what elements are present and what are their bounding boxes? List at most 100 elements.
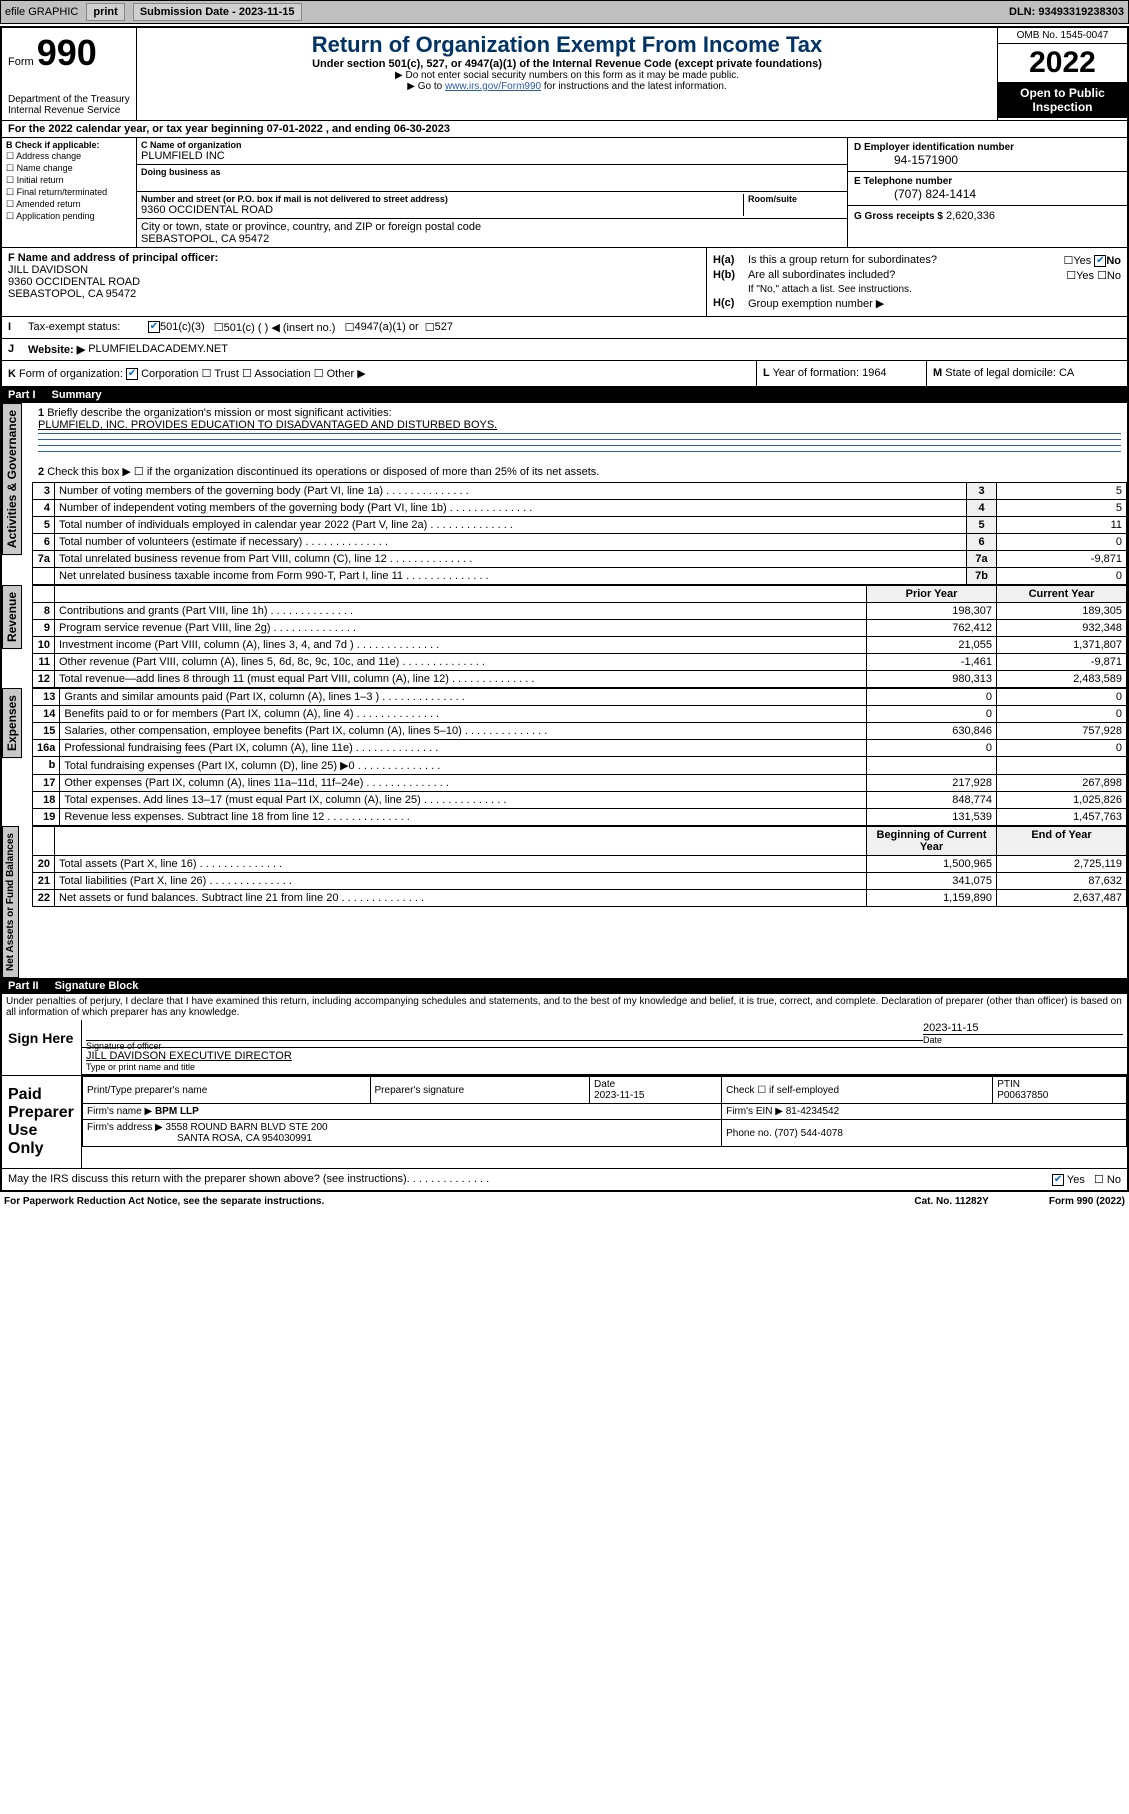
col-c: C Name of organization PLUMFIELD INC Doi… — [137, 138, 847, 247]
line-2: 2 Check this box ▶ ☐ if the organization… — [32, 461, 1127, 482]
dept-irs: Internal Revenue Service — [8, 105, 130, 116]
city-label: City or town, state or province, country… — [141, 221, 843, 233]
vtab-net-assets: Net Assets or Fund Balances — [2, 826, 19, 978]
chk-pending[interactable]: ☐ Application pending — [6, 211, 132, 222]
section-f-h: F Name and address of principal officer:… — [2, 248, 1127, 317]
open-public: Open to Public Inspection — [998, 82, 1127, 118]
part-2-header: Part II Signature Block — [2, 978, 1127, 994]
firm-addr1: 3558 ROUND BARN BLVD STE 200 — [166, 1122, 328, 1133]
rev-table: Prior YearCurrent Year 8Contributions an… — [32, 585, 1127, 688]
preparer-table: Print/Type preparer's name Preparer's si… — [82, 1076, 1127, 1147]
governance-section: Activities & Governance 1 Briefly descri… — [2, 403, 1127, 585]
chk-initial[interactable]: ☐ Initial return — [6, 175, 132, 186]
part-1-title: Summary — [44, 389, 102, 401]
hc-text: Group exemption number ▶ — [748, 297, 884, 310]
chk-final[interactable]: ☐ Final return/terminated — [6, 187, 132, 198]
table-row: 19Revenue less expenses. Subtract line 1… — [33, 809, 1127, 826]
header-center: Return of Organization Exempt From Incom… — [137, 28, 997, 120]
col-end: End of Year — [997, 827, 1127, 856]
tax-year: 2022 — [998, 44, 1127, 82]
officer-box: F Name and address of principal officer:… — [2, 248, 707, 316]
gross-label: G Gross receipts $ — [854, 211, 943, 222]
table-row: 7aTotal unrelated business revenue from … — [33, 551, 1127, 568]
table-row: 5Total number of individuals employed in… — [33, 517, 1127, 534]
part-2-label: Part II — [8, 980, 47, 992]
note2-pre: ▶ Go to — [407, 81, 445, 92]
prep-date: 2023-11-15 — [594, 1090, 644, 1101]
col-b: B Check if applicable: ☐ Address change … — [2, 138, 137, 247]
table-row: 10Investment income (Part VIII, column (… — [33, 637, 1127, 654]
footer-mid: Cat. No. 11282Y — [914, 1196, 988, 1207]
room-label: Room/suite — [748, 194, 843, 204]
form-number: 990 — [37, 32, 97, 73]
mission-a: PLUMFIELD, INC. PROVIDES EDUCATION TO DI… — [38, 419, 497, 431]
state-domicile: CA — [1059, 367, 1074, 379]
table-row: 14Benefits paid to or for members (Part … — [33, 706, 1127, 723]
k-box: K Form of organization: Corporation ☐ Tr… — [2, 361, 757, 386]
l-box: L Year of formation: 1964 — [757, 361, 927, 386]
submission-date: Submission Date - 2023-11-15 — [133, 3, 302, 21]
irs-discuss-text: May the IRS discuss this return with the… — [8, 1173, 407, 1186]
revenue-section: Revenue Prior YearCurrent Year 8Contribu… — [2, 585, 1127, 688]
penalties-text: Under penalties of perjury, I declare th… — [2, 994, 1127, 1020]
chk-address[interactable]: ☐ Address change — [6, 151, 132, 162]
header-right: OMB No. 1545-0047 2022 Open to Public In… — [997, 28, 1127, 120]
net-assets-section: Net Assets or Fund Balances Beginning of… — [2, 826, 1127, 978]
gross-box: G Gross receipts $ 2,620,336 — [848, 206, 1127, 226]
dba-box: Doing business as — [137, 165, 847, 192]
f-label: F Name and address of principal officer: — [8, 252, 218, 264]
col-d-e-g: D Employer identification number 94-1571… — [847, 138, 1127, 247]
chk-name[interactable]: ☐ Name change — [6, 163, 132, 174]
officer-addr1: 9360 OCCIDENTAL ROAD — [8, 276, 700, 288]
table-row: 6Total number of volunteers (estimate if… — [33, 534, 1127, 551]
chk-amended[interactable]: ☐ Amended return — [6, 199, 132, 210]
table-row: 12Total revenue—add lines 8 through 11 (… — [33, 671, 1127, 688]
form-note-2: ▶ Go to www.irs.gov/Form990 for instruct… — [141, 81, 993, 92]
i-label: I — [8, 321, 28, 334]
dept-treasury: Department of the Treasury — [8, 94, 130, 105]
print-button[interactable]: print — [86, 3, 124, 21]
section-b-c-d: B Check if applicable: ☐ Address change … — [2, 138, 1127, 248]
website-value: PLUMFIELDACADEMY.NET — [88, 343, 228, 356]
city-box: City or town, state or province, country… — [137, 219, 847, 247]
row-klm: K Form of organization: Corporation ☐ Tr… — [2, 361, 1127, 387]
na-table: Beginning of Current YearEnd of Year 20T… — [32, 826, 1127, 907]
mission-q: Briefly describe the organization's miss… — [47, 407, 391, 419]
j-label: J — [8, 343, 28, 356]
footer-left: For Paperwork Reduction Act Notice, see … — [4, 1196, 324, 1207]
irs-discuss-row: May the IRS discuss this return with the… — [2, 1169, 1127, 1190]
vtab-expenses: Expenses — [2, 688, 22, 758]
col-current: Current Year — [997, 586, 1127, 603]
note2-post: for instructions and the latest informat… — [541, 81, 727, 92]
gross-value: 2,620,336 — [946, 210, 995, 222]
table-row: 16aProfessional fundraising fees (Part I… — [33, 740, 1127, 757]
chk-501c3[interactable] — [148, 321, 160, 333]
vtab-revenue: Revenue — [2, 585, 22, 649]
irs-link[interactable]: www.irs.gov/Form990 — [445, 81, 541, 92]
self-employed-check[interactable]: Check ☐ if self-employed — [722, 1077, 993, 1104]
form-label-box: Form 990 Department of the Treasury Inte… — [2, 28, 137, 120]
hb-answer: ☐Yes ☐No — [1066, 269, 1121, 282]
table-row: 3Number of voting members of the governi… — [33, 483, 1127, 500]
sign-here-row: Sign Here Signature of officer 2023-11-1… — [2, 1020, 1127, 1076]
form-note-1: ▶ Do not enter social security numbers o… — [141, 70, 993, 81]
omb-number: OMB No. 1545-0047 — [998, 28, 1127, 44]
ha-answer: ☐Yes No — [1063, 254, 1121, 267]
firm-name: BPM LLP — [155, 1106, 199, 1117]
sign-date: 2023-11-15 — [923, 1022, 1123, 1034]
ha-text: Is this a group return for subordinates? — [748, 254, 937, 267]
ein-value: 94-1571900 — [854, 153, 1121, 167]
sign-here-label: Sign Here — [2, 1020, 82, 1075]
form-header: Form 990 Department of the Treasury Inte… — [2, 28, 1127, 121]
chk-corp[interactable] — [126, 368, 138, 380]
paid-preparer-label: Paid Preparer Use Only — [2, 1076, 82, 1168]
part-1-header: Part I Summary — [2, 387, 1127, 403]
part-2-title: Signature Block — [47, 980, 139, 992]
mission-box: 1 Briefly describe the organization's mi… — [32, 403, 1127, 461]
col-prior: Prior Year — [867, 586, 997, 603]
paid-preparer-row: Paid Preparer Use Only Print/Type prepar… — [2, 1076, 1127, 1169]
i-text: Tax-exempt status: — [28, 321, 148, 334]
form-subtitle: Under section 501(c), 527, or 4947(a)(1)… — [141, 58, 993, 70]
table-row: Net unrelated business taxable income fr… — [33, 568, 1127, 585]
city: SEBASTOPOL, CA 95472 — [141, 233, 843, 245]
